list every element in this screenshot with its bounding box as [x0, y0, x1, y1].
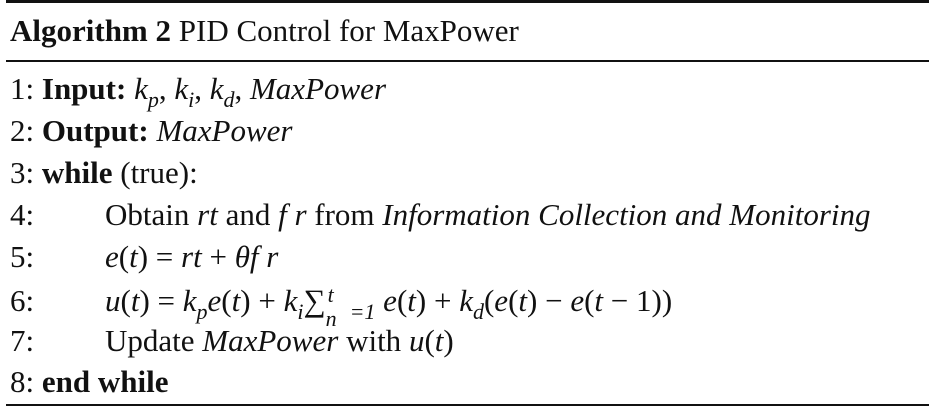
line-number: 4: — [10, 197, 35, 232]
algorithm-line-2: 2: Output: MaxPower — [10, 111, 292, 151]
source-module: Information Collection and Monitoring — [382, 197, 871, 232]
var-maxpower: MaxPower — [202, 323, 339, 358]
algorithm-caption: Algorithm 2 PID Control for MaxPower — [10, 13, 519, 49]
while-condition: (true): — [120, 155, 198, 190]
error-formula: e(t) = rt + θf r — [105, 239, 279, 274]
var-rt: rt — [197, 197, 218, 232]
input-params: kp, ki, kd, MaxPower — [134, 71, 387, 112]
obtain-text: Obtain — [105, 197, 190, 232]
control-formula: u(t) = kpe(t) + ki∑ t n =1 e(t) + kd(e(t) −… — [105, 281, 673, 331]
algorithm-line-3: 3: while (true): — [10, 153, 198, 193]
line-number: 1: — [10, 71, 35, 106]
and-text: and — [225, 197, 271, 232]
u-of-t: u(t) — [408, 323, 454, 358]
bottom-rule — [6, 404, 929, 406]
algorithm-line-6: 6: u(t) = kpe(t) + ki∑ t n =1 e(t) + kd(e(t… — [10, 281, 672, 331]
while-keyword: while — [41, 155, 113, 190]
end-while-keyword: end while — [41, 364, 169, 399]
line-number: 2: — [10, 113, 35, 148]
line-body: Obtain rt and f r from Information Colle… — [105, 195, 871, 235]
algorithm-title: PID Control for MaxPower — [178, 13, 519, 48]
algorithm-label: Algorithm 2 — [10, 13, 172, 48]
line-number: 7: — [10, 323, 35, 358]
input-keyword: Input: — [41, 71, 127, 106]
top-rule — [6, 0, 929, 3]
line-body: Update MaxPower with u(t) — [105, 321, 454, 361]
output-value: MaxPower — [156, 113, 293, 148]
algorithm-line-7: 7: Update MaxPower with u(t) — [10, 321, 454, 361]
with-text: with — [346, 323, 402, 358]
line-number: 5: — [10, 239, 35, 274]
output-keyword: Output: — [41, 113, 149, 148]
update-text: Update — [105, 323, 195, 358]
var-fr: f r — [278, 197, 307, 232]
line-number: 6: — [10, 283, 35, 318]
line-number: 8: — [10, 364, 35, 399]
from-text: from — [314, 197, 375, 232]
algorithm-line-5: 5: e(t) = rt + θf r — [10, 237, 278, 277]
algorithm-line-4: 4: Obtain rt and f r from Information Co… — [10, 195, 940, 235]
line-number: 3: — [10, 155, 35, 190]
caption-rule — [6, 60, 929, 62]
algorithm-line-1: 1: Input: kp, ki, kd, MaxPower — [10, 69, 387, 112]
algorithm-line-8: 8: end while — [10, 362, 168, 402]
